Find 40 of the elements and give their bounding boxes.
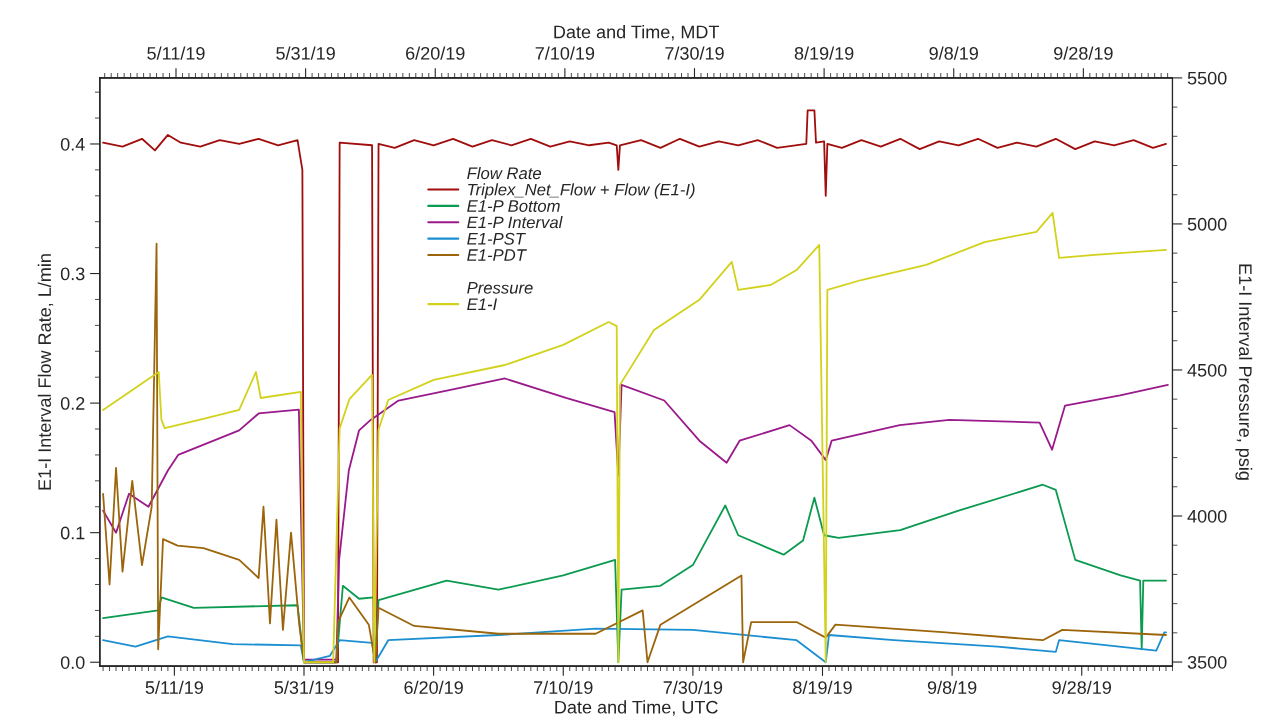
x2-tick-label: 5/31/19 bbox=[276, 46, 335, 60]
x-tick-label: 7/30/19 bbox=[663, 680, 723, 694]
legend-label: E1-PST bbox=[467, 232, 526, 245]
y-tick-label: 0.0 bbox=[60, 656, 85, 669]
x-axis-title: Date and Time, UTC bbox=[555, 700, 718, 716]
y2-tick-label: 3500 bbox=[1187, 655, 1227, 669]
x2-tick-label: 7/30/19 bbox=[665, 46, 724, 60]
y-tick-label: 0.2 bbox=[60, 397, 85, 410]
y2-tick-label: 5000 bbox=[1187, 217, 1227, 231]
y-tick-label: 0.1 bbox=[60, 526, 85, 540]
y-tick-label: 0.4 bbox=[60, 137, 85, 151]
x2-tick-label: 9/8/19 bbox=[929, 46, 978, 60]
x-tick-label: 9/28/19 bbox=[1052, 680, 1112, 694]
x2-tick-label: 6/20/19 bbox=[406, 46, 465, 60]
x2-tick-label: 5/11/19 bbox=[147, 46, 205, 60]
legend-label: E1-I bbox=[467, 298, 498, 310]
y2-tick-label: 4500 bbox=[1187, 363, 1227, 377]
y-axis-title: E1-I Interval Flow Rate, L/min bbox=[37, 254, 54, 490]
legend-label: E1-P Interval bbox=[467, 216, 563, 229]
x-tick-label: 5/31/19 bbox=[274, 680, 334, 694]
line-series bbox=[102, 377, 1169, 661]
annotation: Flow Rate bbox=[467, 166, 542, 180]
x2-tick-label: 8/19/19 bbox=[794, 46, 854, 60]
x2-axis-title: Date and Time, MDT bbox=[554, 25, 720, 41]
x2-tick-label: 7/10/19 bbox=[535, 46, 595, 60]
y2-tick-label: 4000 bbox=[1187, 509, 1227, 523]
legend-label: E1-PDT bbox=[467, 249, 527, 261]
legend-label: Triplex_Net_Flow + Flow (E1-I) bbox=[468, 183, 695, 199]
legend-label: E1-P Bottom bbox=[467, 200, 560, 212]
x-tick-label: 6/20/19 bbox=[404, 680, 463, 694]
x-tick-label: 8/19/19 bbox=[793, 680, 852, 694]
annotation: Pressure bbox=[467, 282, 533, 294]
x-tick-label: 9/8/19 bbox=[927, 680, 977, 694]
x2-tick-label: 9/28/19 bbox=[1054, 46, 1113, 60]
y2-axis-title: E1-I Interval Pressure, psig bbox=[1235, 264, 1253, 480]
y2-tick-label: 5500 bbox=[1187, 71, 1227, 85]
x-tick-label: 7/10/19 bbox=[534, 680, 593, 694]
x-tick-label: 5/11/19 bbox=[145, 680, 203, 694]
y-tick-label: 0.3 bbox=[60, 267, 85, 281]
line-series bbox=[102, 627, 1167, 664]
